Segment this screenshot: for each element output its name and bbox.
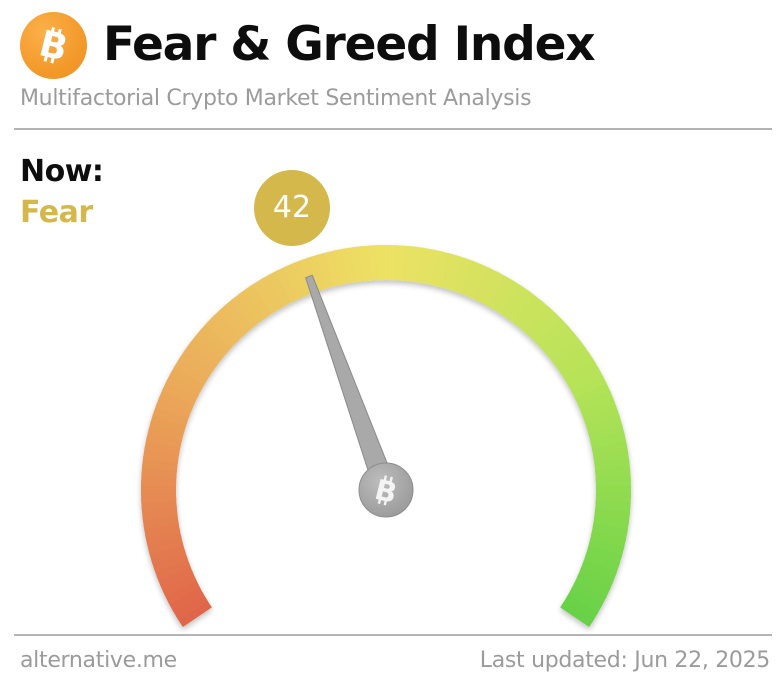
bitcoin-logo: B — [20, 12, 87, 79]
last-updated: Last updated: Jun 22, 2025 — [479, 648, 771, 673]
gauge-needle — [305, 274, 398, 495]
sentiment-classification: Fear — [20, 195, 93, 230]
bitcoin-icon: B — [35, 23, 72, 69]
gauge-arc — [140, 244, 631, 628]
footer-divider — [14, 634, 772, 636]
page-subtitle: Multifactorial Crypto Market Sentiment A… — [20, 86, 532, 111]
header-divider — [14, 128, 772, 130]
now-label: Now: — [20, 154, 104, 189]
index-value-badge: 42 — [254, 170, 330, 246]
page-title: Fear & Greed Index — [103, 17, 596, 72]
source-link[interactable]: alternative.me — [20, 648, 177, 673]
gauge-hub: B — [358, 462, 414, 518]
